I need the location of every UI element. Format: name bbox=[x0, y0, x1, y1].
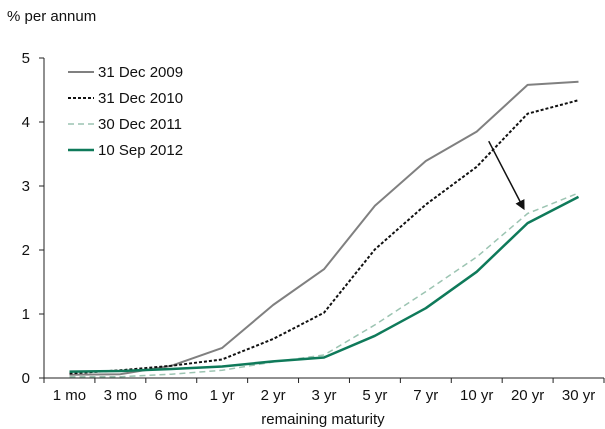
series-line-4 bbox=[69, 195, 580, 373]
x-tick-label: 10 yr bbox=[460, 387, 493, 404]
trend-arrow bbox=[488, 140, 525, 211]
y-tick-label: 0 bbox=[22, 370, 30, 387]
y-tick-label: 2 bbox=[22, 242, 30, 259]
x-tick-label: 6 mo bbox=[155, 387, 188, 404]
legend-label-1: 31 Dec 2009 bbox=[98, 64, 183, 81]
axes bbox=[39, 57, 605, 383]
x-tick-label: 30 yr bbox=[562, 387, 595, 404]
x-axis-label: remaining maturity bbox=[261, 411, 385, 428]
annotations bbox=[488, 140, 525, 211]
y-tick-label: 1 bbox=[22, 306, 30, 323]
y-tick-label: 5 bbox=[22, 50, 30, 67]
x-tick-label: 5 yr bbox=[362, 387, 387, 404]
x-tick-label: 2 yr bbox=[261, 387, 286, 404]
legend-label-3: 30 Dec 2011 bbox=[98, 116, 182, 133]
x-tick-label: 3 mo bbox=[104, 387, 137, 404]
x-tick-label: 1 mo bbox=[53, 387, 86, 404]
series-line-3 bbox=[69, 192, 579, 378]
tick-labels: 0 1 2 3 4 5 1 mo 3 mo 6 mo 1 yr 2 yr 3 yr 5 yr 7 yr 10… bbox=[22, 50, 596, 404]
legend: 31 Dec 2009 31 Dec 2010 30 Dec 2011 10 Sep … bbox=[68, 64, 183, 159]
x-tick-label: 3 yr bbox=[311, 387, 336, 404]
y-axis-label: % per annum bbox=[7, 8, 96, 25]
y-tick-label: 4 bbox=[22, 114, 30, 131]
legend-label-4: 10 Sep 2012 bbox=[98, 142, 183, 159]
x-tick-label: 1 yr bbox=[210, 387, 235, 404]
legend-label-2: 31 Dec 2010 bbox=[98, 90, 183, 107]
x-tick-label: 20 yr bbox=[511, 387, 544, 404]
x-tick-label: 7 yr bbox=[413, 387, 438, 404]
y-tick-label: 3 bbox=[22, 178, 30, 195]
